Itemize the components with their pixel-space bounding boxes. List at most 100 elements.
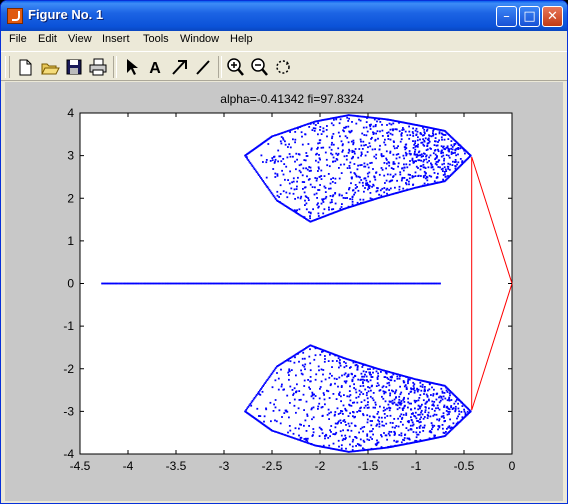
scatter-point — [145, 282, 148, 285]
scatter-point — [311, 394, 314, 397]
scatter-point — [390, 119, 392, 121]
print-icon[interactable] — [87, 56, 109, 78]
scatter-point — [407, 376, 410, 379]
select-arrow-icon[interactable] — [120, 56, 142, 78]
scatter-point — [307, 219, 310, 222]
scatter-point — [435, 144, 438, 147]
save-icon[interactable] — [63, 56, 85, 78]
scatter-point — [394, 426, 396, 429]
scatter-point — [374, 282, 377, 285]
scatter-point — [310, 148, 313, 151]
menu-edit[interactable]: Edit — [38, 33, 57, 45]
scatter-point — [435, 407, 437, 410]
scatter-point — [289, 208, 292, 210]
scatter-point — [440, 145, 443, 148]
toolbar-grip[interactable] — [5, 56, 10, 78]
menu-file[interactable]: File — [9, 33, 27, 45]
scatter-point — [436, 144, 439, 147]
scatter-point — [389, 400, 392, 403]
scatter-point — [343, 282, 346, 285]
menu-tools[interactable]: Tools — [143, 33, 169, 45]
scatter-point — [316, 347, 318, 349]
scatter-point — [395, 153, 398, 156]
scatter-point — [450, 399, 453, 401]
scatter-point — [453, 143, 456, 145]
menu-window[interactable]: Window — [180, 33, 220, 45]
scatter-point — [425, 149, 428, 151]
scatter-point — [237, 282, 240, 285]
scatter-point — [309, 380, 312, 383]
scatter-point — [412, 160, 415, 163]
open-folder-icon[interactable] — [39, 56, 61, 78]
scatter-point — [288, 192, 291, 195]
scatter-point — [380, 435, 383, 438]
maximize-button[interactable]: □ — [519, 6, 540, 27]
insert-line-icon[interactable] — [192, 56, 214, 78]
scatter-point — [419, 282, 421, 285]
scatter-point — [410, 123, 413, 125]
menu-insert[interactable]: Insert — [102, 33, 130, 45]
scatter-point — [280, 385, 283, 388]
scatter-point — [285, 409, 288, 412]
scatter-point — [246, 407, 249, 410]
scatter-point — [309, 211, 312, 214]
scatter-point — [309, 215, 311, 217]
new-file-icon[interactable] — [14, 56, 36, 78]
scatter-point — [352, 141, 355, 144]
zoom-out-icon[interactable] — [248, 56, 270, 78]
scatter-point — [292, 210, 295, 212]
scatter-point — [334, 426, 337, 429]
scatter-point — [274, 379, 277, 382]
scatter-point — [400, 434, 403, 437]
rotate-3d-icon[interactable] — [272, 56, 294, 78]
scatter-point — [423, 184, 426, 187]
scatter-point — [320, 202, 323, 205]
scatter-point — [410, 388, 413, 390]
zoom-in-icon[interactable] — [224, 56, 246, 78]
title-bar[interactable]: Figure No. 1 – □ ✕ — [1, 1, 567, 31]
scatter-point — [427, 139, 430, 142]
scatter-point — [279, 140, 282, 143]
scatter-point — [344, 409, 347, 412]
scatter-point — [357, 361, 360, 364]
scatter-point — [352, 360, 354, 362]
scatter-point — [299, 398, 302, 401]
scatter-point — [331, 360, 334, 362]
scatter-point — [367, 448, 369, 451]
scatter-point — [367, 188, 369, 191]
scatter-point — [420, 159, 423, 162]
scatter-point — [135, 282, 137, 285]
scatter-point — [365, 182, 367, 185]
scatter-point — [366, 403, 369, 406]
close-button[interactable]: ✕ — [542, 6, 563, 27]
scatter-point — [312, 219, 315, 222]
scatter-point — [125, 282, 128, 285]
scatter-point — [445, 386, 448, 389]
scatter-point — [284, 178, 286, 181]
menu-help[interactable]: Help — [230, 33, 253, 45]
scatter-point — [337, 147, 340, 150]
scatter-point — [263, 383, 265, 386]
scatter-point — [259, 393, 262, 396]
minimize-button[interactable]: – — [496, 6, 517, 27]
scatter-point — [412, 381, 415, 384]
scatter-point — [338, 115, 341, 118]
scatter-point — [323, 118, 326, 121]
scatter-point — [392, 372, 394, 374]
scatter-point — [299, 423, 301, 426]
scatter-point — [259, 282, 262, 285]
scatter-point — [320, 368, 323, 371]
insert-text-icon[interactable]: A — [144, 56, 166, 78]
scatter-point — [376, 423, 378, 426]
figure-canvas[interactable]: alpha=-0.41342 fi=97.8324 -4.5 -4 -3.5 -3 -2… — [5, 82, 563, 501]
scatter-point — [328, 117, 331, 120]
insert-arrow-icon[interactable] — [168, 56, 190, 78]
scatter-point — [387, 135, 389, 137]
scatter-point — [363, 190, 365, 193]
scatter-point — [374, 198, 377, 200]
scatter-point — [466, 410, 469, 413]
scatter-point — [315, 218, 317, 221]
scatter-point — [344, 357, 346, 360]
scatter-point — [303, 379, 306, 382]
menu-view[interactable]: View — [68, 33, 92, 45]
